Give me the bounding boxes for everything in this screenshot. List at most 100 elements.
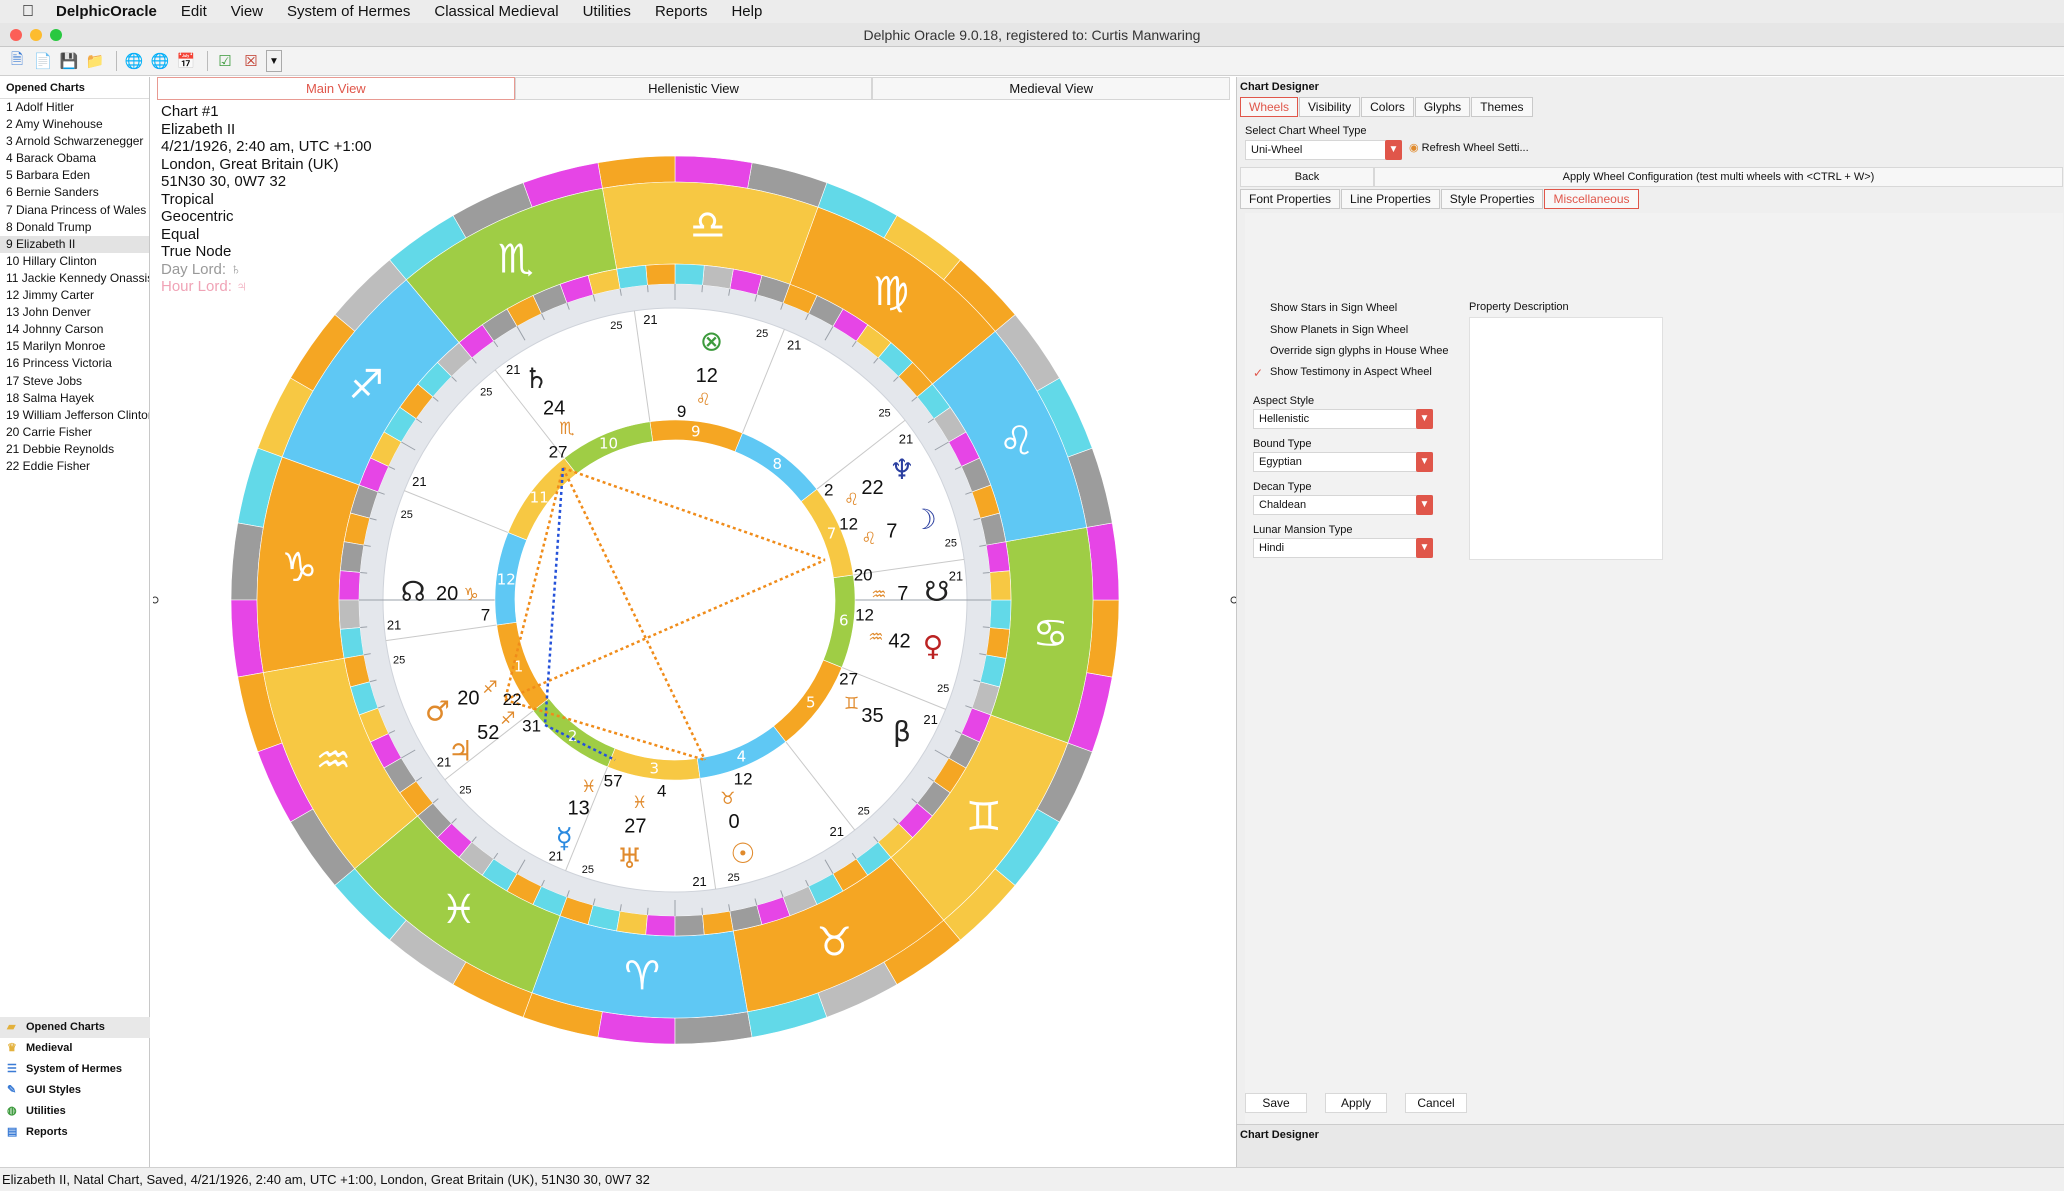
menu-classical-medieval[interactable]: Classical Medieval [422, 3, 558, 20]
tab-medieval-view[interactable]: Medieval View [872, 77, 1231, 100]
dropdown-icon[interactable]: ▼ [266, 50, 282, 72]
show-stars-checkbox[interactable]: Show Stars in Sign Wheel [1253, 301, 1397, 314]
sidebar-nav-item[interactable]: ♛ Medieval [0, 1038, 150, 1059]
close-chart-icon[interactable]: ☒ [244, 53, 258, 70]
lunar-mansion-select[interactable]: Hindi ▼ [1253, 538, 1433, 558]
house-cusp-line [699, 778, 717, 890]
sidebar-nav-item[interactable]: ✎ GUI Styles [0, 1080, 150, 1101]
chart-list-item[interactable]: 7 Diana Princess of Wales [6, 202, 147, 217]
apply-wheel-configuration-button[interactable]: Apply Wheel Configuration (test multi wh… [1374, 167, 2063, 187]
sidebar-nav-item[interactable]: ▤ Reports [0, 1122, 150, 1143]
planet-glyph: ♅ [617, 842, 642, 875]
chart-list-item[interactable]: 18 Salma Hayek [6, 390, 95, 405]
planet-minute: 31 [522, 717, 541, 736]
calendar-icon[interactable]: 📅 [176, 53, 196, 70]
decan-type-select[interactable]: Chaldean ▼ [1253, 495, 1433, 515]
chart-list-item[interactable]: 2 Amy Winehouse [6, 117, 103, 132]
wheel-type-select[interactable]: Uni-Wheel ▼ [1245, 140, 1402, 160]
show-testimony-checkbox[interactable]: ✓ Show Testimony in Aspect Wheel [1253, 366, 1432, 379]
chart-list-item[interactable]: 9 Elizabeth II [0, 235, 149, 253]
degree-tick [873, 836, 879, 843]
tab-glyphs[interactable]: Glyphs [1414, 97, 1471, 117]
save-button[interactable]: Save [1245, 1093, 1307, 1113]
sidebar-nav-item[interactable]: ☰ System of Hermes [0, 1059, 150, 1080]
tab-miscellaneous[interactable]: Miscellaneous [1544, 189, 1639, 209]
refresh-wheel-button[interactable]: ◉ Refresh Wheel Setti... [1409, 141, 1529, 154]
degree-tick [516, 326, 526, 341]
planet-glyph: ♆ [889, 453, 914, 486]
house-number: 5 [806, 693, 816, 711]
chart-list-item[interactable]: 5 Barbara Eden [6, 168, 91, 183]
menu-view[interactable]: View [218, 3, 263, 20]
open-folder-icon[interactable]: 📁 [85, 53, 105, 70]
minimize-window-button[interactable] [30, 29, 42, 41]
degree-tick [805, 879, 810, 887]
menu-utilities[interactable]: Utilities [570, 3, 631, 20]
tab-themes[interactable]: Themes [1471, 97, 1533, 117]
chart-list-item[interactable]: 15 Marilyn Monroe [6, 339, 106, 354]
zodiac-sign-glyph: ♌ [999, 419, 1035, 465]
chart-list-item[interactable]: 11 Jackie Kennedy Onassis [6, 270, 149, 285]
chart-list-item[interactable]: 1 Adolf Hitler [6, 100, 75, 114]
house-number: 2 [568, 727, 578, 745]
chart-list-item[interactable]: 16 Princess Victoria [6, 356, 112, 371]
chart-list-item[interactable]: 22 Eddie Fisher [6, 458, 91, 473]
menu-help[interactable]: Help [719, 3, 762, 20]
back-button[interactable]: Back [1240, 167, 1374, 187]
tab-colors[interactable]: Colors [1361, 97, 1414, 117]
close-window-button[interactable] [10, 29, 22, 41]
sidebar-nav-item[interactable]: ◍ Utilities [0, 1101, 150, 1122]
chart-list-item[interactable]: 13 John Denver [6, 305, 91, 320]
planet-glyph: ☋ [924, 575, 949, 608]
misc-properties-area: Show Stars in Sign Wheel Show Planets in… [1245, 213, 2063, 1163]
sidebar-nav-label: Reports [26, 1126, 68, 1138]
chart-list-item[interactable]: 19 William Jefferson Clinton [6, 407, 149, 422]
show-planets-checkbox[interactable]: Show Planets in Sign Wheel [1253, 323, 1408, 336]
menu-app-name[interactable]: DelphicOracle [44, 3, 157, 20]
new-document-icon[interactable]: 📄 [33, 53, 53, 70]
menu-edit[interactable]: Edit [168, 3, 207, 20]
chart-list-item[interactable]: 10 Hillary Clinton [6, 253, 97, 268]
chart-location: London, Great Britain (UK) [161, 155, 339, 173]
chart-list-item[interactable]: 21 Debbie Reynolds [6, 441, 115, 456]
chart-list-item[interactable]: 14 Johnny Carson [6, 322, 104, 337]
tab-font-properties[interactable]: Font Properties [1240, 189, 1341, 209]
check-icon[interactable]: ☑ [218, 53, 232, 70]
term-ring-segment [674, 914, 705, 937]
new-chart-icon[interactable]: 🗎 [10, 50, 24, 68]
bound-type-select[interactable]: Egyptian ▼ [1253, 452, 1433, 472]
degree-tick [973, 517, 981, 521]
override-sign-glyphs-checkbox[interactable]: Override sign glyphs in House Whee [1253, 344, 1459, 357]
zoom-window-button[interactable] [50, 29, 62, 41]
chart-list-item[interactable]: 3 Arnold Schwarzenegger [6, 134, 144, 149]
cancel-button[interactable]: Cancel [1405, 1093, 1467, 1113]
globe-icon[interactable]: 🌐 [124, 53, 144, 70]
globe-remove-icon[interactable]: 🌐 [150, 53, 170, 70]
resize-handle-right [1230, 596, 1236, 604]
tab-wheels[interactable]: Wheels [1240, 97, 1299, 117]
chart-list-item[interactable]: 4 Barack Obama [6, 151, 97, 166]
menu-reports[interactable]: Reports [642, 3, 708, 20]
tab-style-properties[interactable]: Style Properties [1440, 189, 1544, 209]
planet-minute: 12 [855, 605, 874, 624]
aspect-style-select[interactable]: Hellenistic ▼ [1253, 409, 1433, 429]
chart-list-item[interactable]: 6 Bernie Sanders [6, 185, 99, 200]
chart-list-item[interactable]: 12 Jimmy Carter [6, 288, 95, 303]
menu-system-of-hermes[interactable]: System of Hermes [275, 3, 410, 20]
save-icon[interactable]: 💾 [59, 53, 79, 70]
tab-visibility[interactable]: Visibility [1299, 97, 1361, 117]
tab-hellenistic-view[interactable]: Hellenistic View [514, 77, 873, 100]
chart-list-item[interactable]: 8 Donald Trump [6, 219, 92, 234]
sidebar-nav-item[interactable]: ▰ Opened Charts [0, 1017, 150, 1038]
checkbox-empty-icon [1253, 301, 1265, 313]
apple-icon[interactable]:  [22, 3, 34, 21]
tab-line-properties[interactable]: Line Properties [1341, 189, 1440, 209]
chart-designer-footer-title: Chart Designer [1240, 1129, 1319, 1141]
chart-list-item[interactable]: 17 Steve Jobs [6, 373, 83, 388]
apply-button[interactable]: Apply [1325, 1093, 1387, 1113]
tab-main-view[interactable]: Main View [157, 77, 515, 100]
chart-list-item[interactable]: 20 Carrie Fisher [6, 424, 93, 439]
folder-icon: ▰ [7, 1021, 16, 1033]
chevron-down-icon: ▼ [1416, 452, 1433, 472]
